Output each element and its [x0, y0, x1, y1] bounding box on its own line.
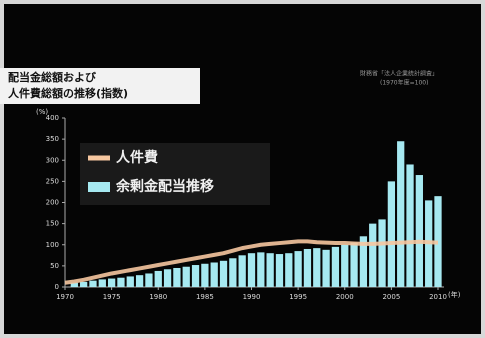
- bar: [229, 258, 237, 287]
- y-tick-label: 100: [46, 241, 59, 249]
- bar: [266, 253, 274, 287]
- bar: [154, 270, 162, 287]
- bar: [238, 255, 246, 287]
- x-tick-label: 1980: [149, 293, 167, 301]
- x-tick-label: 1975: [103, 293, 121, 301]
- title-box: [0, 68, 200, 104]
- line: [64, 239, 439, 285]
- x-tick-label: 1990: [243, 293, 261, 301]
- x-tick-label: 2010: [429, 293, 447, 301]
- x-tick-label: 2005: [382, 293, 400, 301]
- bar: [70, 282, 78, 287]
- bar: [182, 266, 190, 287]
- subtitle: (1970年度=100): [380, 79, 428, 87]
- bar: [341, 244, 349, 287]
- x-tick-label: 1995: [289, 293, 307, 301]
- x-tick-label: 1970: [56, 293, 74, 301]
- bar: [303, 248, 312, 287]
- bar: [285, 253, 293, 287]
- bar: [415, 175, 423, 287]
- y-tick-label: 350: [46, 135, 59, 143]
- bar: [191, 265, 200, 287]
- legend-swatch: [88, 182, 110, 192]
- x-unit: (年): [448, 290, 461, 299]
- bar: [126, 276, 134, 287]
- bar: [107, 278, 116, 287]
- bar: [247, 253, 256, 287]
- bar: [359, 236, 368, 287]
- x-tick-label: 2000: [336, 293, 354, 301]
- y-tick-label: 300: [46, 156, 59, 164]
- chart-title: 配当金総額および: [8, 70, 97, 84]
- bar: [313, 248, 321, 287]
- bar: [201, 263, 209, 287]
- y-tick-label: 0: [55, 283, 59, 291]
- bar: [80, 281, 88, 287]
- bar: [369, 223, 377, 287]
- chart-title: 人件費総額の推移(指数): [8, 86, 128, 100]
- bar: [387, 181, 396, 287]
- y-tick-label: 50: [50, 262, 59, 270]
- y-tick-label: 250: [46, 177, 59, 185]
- bar: [322, 249, 330, 287]
- bar: [331, 246, 340, 287]
- bar: [397, 141, 405, 287]
- bar: [145, 273, 153, 287]
- bar: [257, 252, 265, 287]
- y-tick-label: 200: [46, 199, 59, 207]
- bar: [350, 242, 358, 287]
- y-unit: (%): [36, 108, 48, 116]
- bar: [378, 219, 386, 287]
- bar: [219, 260, 228, 287]
- bar: [98, 279, 106, 287]
- bar: [163, 269, 172, 287]
- x-tick-label: 1985: [196, 293, 214, 301]
- legend-box: [80, 143, 270, 205]
- bar: [173, 267, 181, 287]
- bar: [294, 251, 302, 287]
- bar: [210, 262, 218, 287]
- y-tick-label: 150: [46, 220, 59, 228]
- bar: [135, 275, 144, 287]
- subtitle: 財務省「法人企業統計調査」: [360, 70, 438, 78]
- bar: [406, 164, 414, 287]
- bar: [89, 280, 97, 287]
- legend-label: 人件費: [116, 149, 158, 166]
- bar: [117, 277, 125, 287]
- y-tick-label: 400: [46, 114, 59, 122]
- bar: [275, 254, 284, 287]
- legend-label: 余剰金配当推移: [115, 178, 214, 195]
